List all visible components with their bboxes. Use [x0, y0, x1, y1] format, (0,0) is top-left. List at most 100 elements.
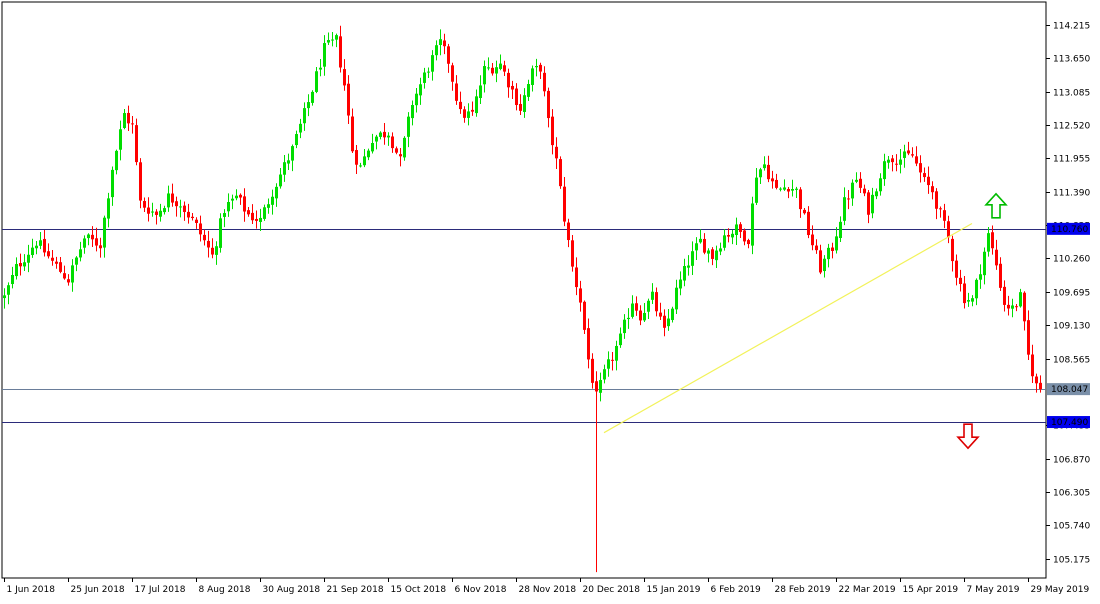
- bear-candle: [799, 189, 802, 210]
- bull-candle: [15, 264, 18, 277]
- bull-candle: [723, 235, 726, 248]
- bull-candle: [363, 156, 366, 166]
- bull-candle: [27, 254, 30, 263]
- bull-candle: [715, 250, 718, 261]
- bull-candle: [227, 202, 230, 212]
- bull-candle: [23, 262, 26, 267]
- bull-candle: [971, 298, 974, 302]
- bull-candle: [427, 71, 430, 73]
- bull-candle: [679, 279, 682, 289]
- bull-candle: [475, 96, 478, 114]
- bull-candle: [279, 174, 282, 187]
- bull-candle: [215, 246, 218, 255]
- y-tick-label: 111.390: [1053, 189, 1090, 199]
- bull-candle: [887, 159, 890, 163]
- bear-candle: [203, 234, 206, 241]
- bull-candle: [167, 193, 170, 208]
- y-tick-label: 112.520: [1053, 122, 1090, 132]
- bull-candle: [407, 116, 410, 137]
- bear-candle: [95, 238, 98, 246]
- bull-candle: [691, 251, 694, 266]
- bull-candle: [675, 287, 678, 310]
- bull-candle: [687, 265, 690, 268]
- bull-candle: [883, 161, 886, 180]
- bear-candle: [1015, 306, 1018, 308]
- bear-candle: [935, 191, 938, 209]
- bear-candle: [255, 218, 258, 221]
- bear-candle: [355, 150, 358, 165]
- bear-candle: [211, 247, 214, 255]
- bear-candle: [859, 178, 862, 188]
- price-tag-label: 107.490: [1051, 418, 1088, 428]
- bull-candle: [851, 182, 854, 199]
- x-tick-label: 6 Feb 2019: [711, 585, 762, 595]
- bear-candle: [911, 154, 914, 156]
- bull-candle: [783, 187, 786, 190]
- bear-candle: [143, 201, 146, 208]
- bull-candle: [379, 132, 382, 137]
- bear-candle: [807, 211, 810, 236]
- bull-candle: [283, 162, 286, 175]
- price-tag: [1047, 416, 1090, 429]
- bull-candle: [695, 243, 698, 251]
- bull-candle: [987, 233, 990, 252]
- bull-candle: [263, 207, 266, 219]
- bull-candle: [123, 113, 126, 128]
- x-tick-label: 6 Nov 2018: [455, 585, 507, 595]
- bear-candle: [243, 196, 246, 212]
- bull-candle: [163, 208, 166, 213]
- bull-candle: [599, 380, 602, 393]
- bull-candle: [647, 300, 650, 312]
- bull-candle: [151, 211, 154, 213]
- x-tick-label: 28 Nov 2018: [519, 585, 577, 595]
- bull-candle: [7, 285, 10, 295]
- y-tick-label: 106.870: [1053, 456, 1090, 466]
- bull-candle: [159, 210, 162, 217]
- bear-candle: [391, 136, 394, 149]
- bear-candle: [155, 211, 158, 215]
- bull-candle: [271, 196, 274, 205]
- bull-candle: [843, 197, 846, 221]
- bull-candle: [983, 251, 986, 276]
- bear-candle: [587, 328, 590, 360]
- bear-candle: [551, 116, 554, 146]
- bull-candle: [3, 295, 6, 299]
- bull-candle: [87, 234, 90, 239]
- bull-candle: [531, 68, 534, 85]
- bear-candle: [383, 131, 386, 138]
- y-tick-label: 105.175: [1053, 556, 1090, 566]
- bear-candle: [459, 101, 462, 110]
- x-tick-label: 7 May 2019: [967, 585, 1020, 595]
- bear-candle: [919, 163, 922, 173]
- bear-candle: [703, 238, 706, 253]
- bear-candle: [471, 109, 474, 112]
- bear-candle: [959, 277, 962, 285]
- bear-candle: [555, 146, 558, 159]
- bear-candle: [831, 247, 834, 251]
- bull-candle: [623, 319, 626, 334]
- x-tick-label: 15 Oct 2018: [391, 585, 447, 595]
- bull-candle: [479, 85, 482, 99]
- plot-frame: [1, 1, 1047, 579]
- bull-candle: [107, 198, 110, 219]
- bear-candle: [951, 238, 954, 262]
- bull-candle: [1011, 305, 1014, 309]
- bear-candle: [775, 179, 778, 188]
- bear-candle: [51, 257, 54, 261]
- bear-candle: [819, 250, 822, 273]
- bear-candle: [1031, 354, 1034, 377]
- bear-candle: [91, 234, 94, 240]
- bear-candle: [575, 267, 578, 288]
- bull-candle: [643, 312, 646, 321]
- bull-candle: [71, 265, 74, 283]
- bull-candle: [631, 303, 634, 317]
- bear-candle: [1027, 320, 1030, 355]
- bull-candle: [235, 195, 238, 199]
- bear-candle: [907, 150, 910, 154]
- bull-candle: [795, 188, 798, 190]
- bear-candle: [923, 173, 926, 178]
- bull-candle: [75, 257, 78, 265]
- y-tick-label: 114.215: [1053, 22, 1090, 32]
